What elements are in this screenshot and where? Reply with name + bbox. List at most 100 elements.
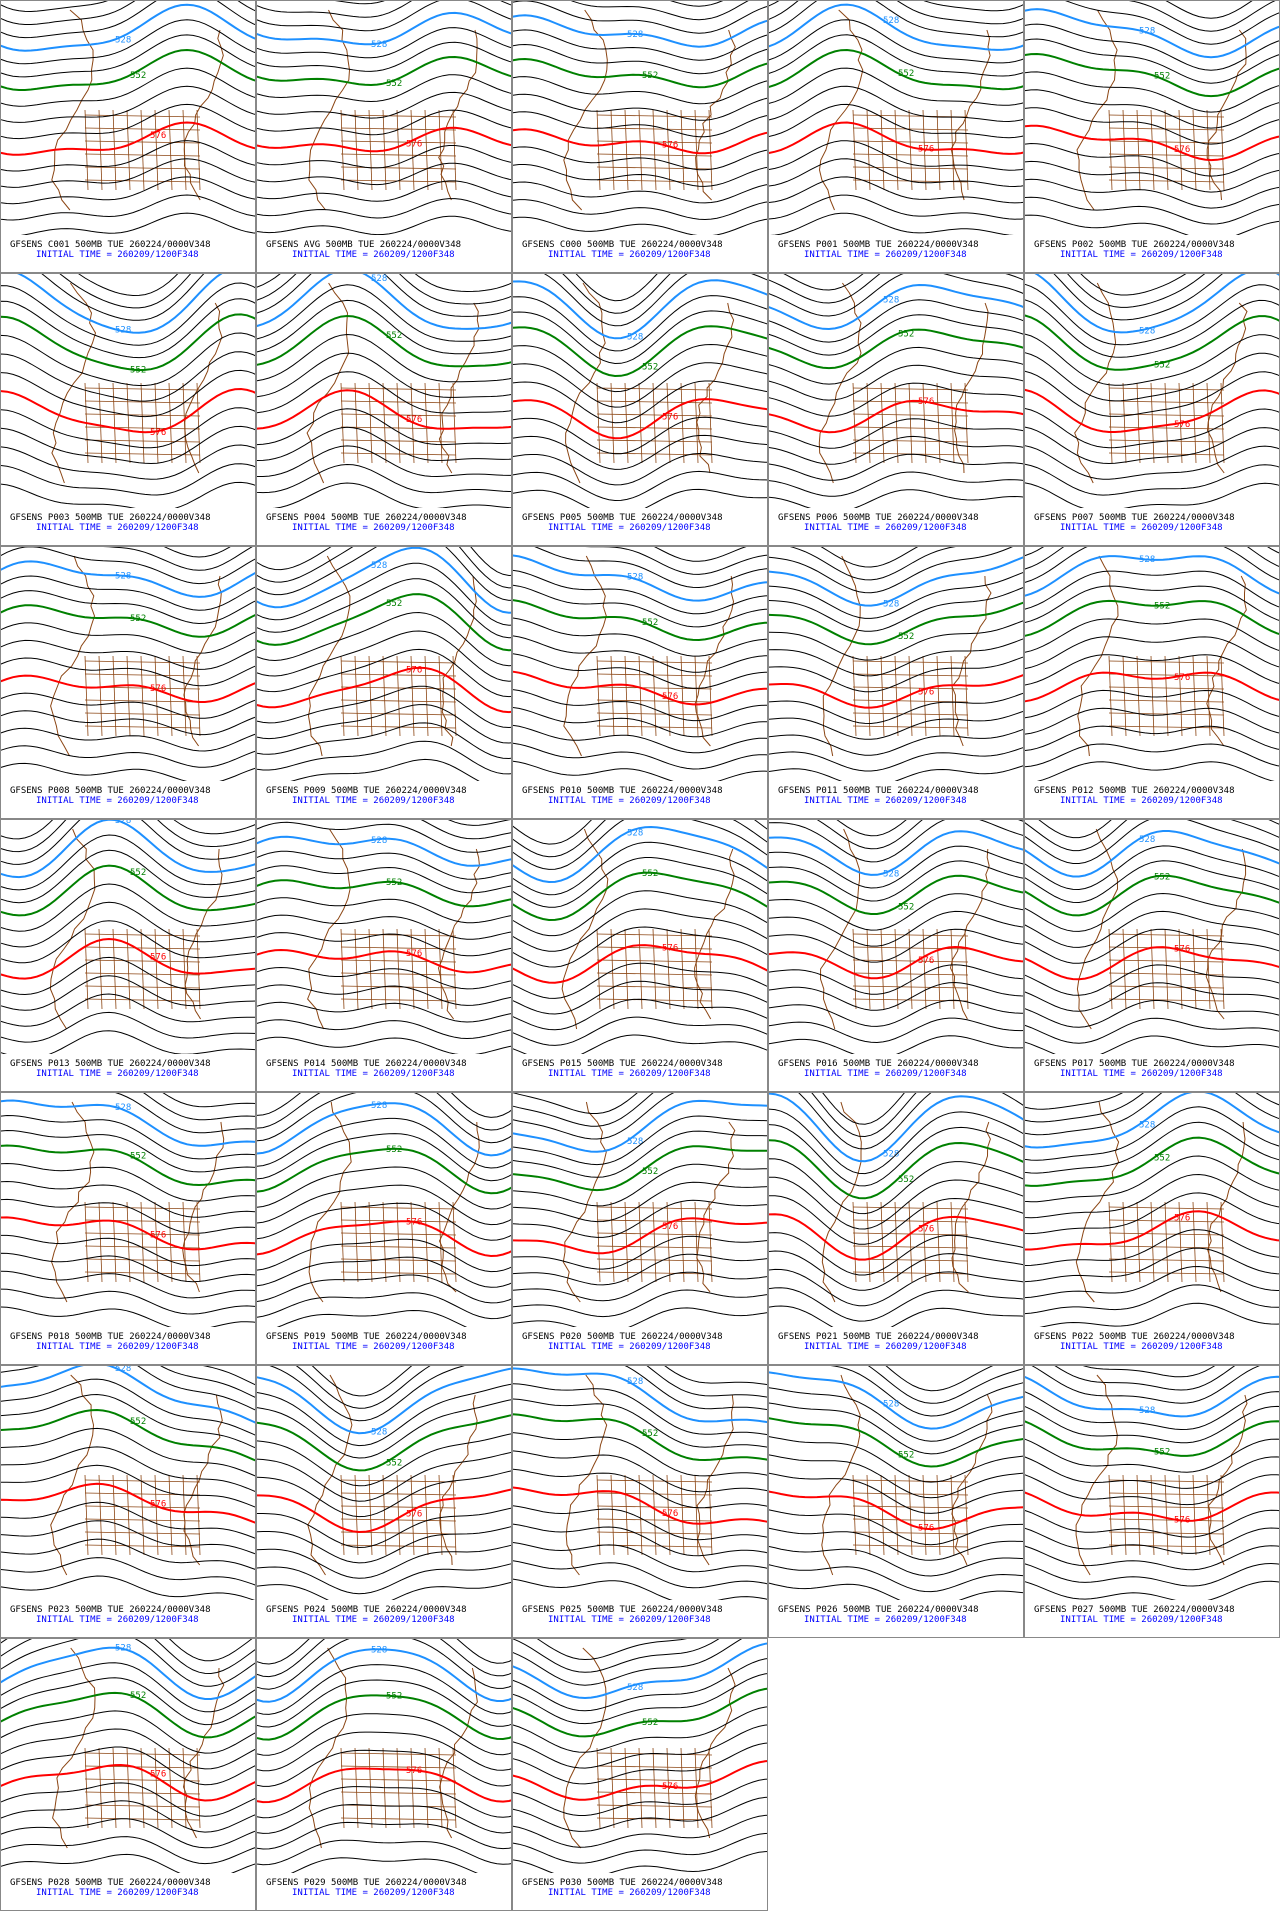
contour-label: 528 xyxy=(883,1400,899,1410)
border-line xyxy=(666,1474,671,1556)
border-line xyxy=(936,1201,941,1283)
contour-line xyxy=(0,590,256,625)
map-area: 528 552 576 xyxy=(512,273,768,508)
contour-line xyxy=(1024,874,1280,917)
contour-label: 528 xyxy=(115,571,131,581)
contour-line xyxy=(1024,1155,1280,1203)
contour-label: 528 xyxy=(1139,26,1155,36)
contour-label: 576 xyxy=(406,949,422,959)
contour-line xyxy=(0,1557,256,1586)
contour-line xyxy=(1024,1562,1280,1587)
panel-title: GFSENS P027 500MB TUE 260224/0000V348 xyxy=(1034,1605,1234,1615)
panel-border xyxy=(256,1092,512,1365)
contour-line xyxy=(512,1450,768,1493)
border-line xyxy=(1192,1474,1197,1556)
border-line xyxy=(1192,109,1197,191)
contour-label: 576 xyxy=(662,1509,678,1519)
coastline xyxy=(695,29,736,201)
border-line xyxy=(596,946,713,950)
contour-line xyxy=(256,1001,512,1023)
border-line xyxy=(112,1201,117,1283)
contour-line xyxy=(512,43,768,75)
map-area: 528 552 576 xyxy=(1024,819,1280,1054)
contour-line xyxy=(0,425,256,465)
contour-line xyxy=(0,1446,256,1493)
border-line xyxy=(950,655,955,737)
contour-line xyxy=(1024,71,1280,113)
contour-line xyxy=(512,926,768,968)
border-line xyxy=(340,452,457,456)
border-line xyxy=(340,933,457,937)
map-panel: 528 552 576 GFSENS P025 500MB TUE 260224/00… xyxy=(512,1365,768,1638)
border-line xyxy=(84,959,201,963)
contour-label: 576 xyxy=(662,412,678,422)
border-line xyxy=(340,655,345,737)
map-area: 528 552 576 xyxy=(0,1365,256,1600)
border-line xyxy=(624,655,629,737)
contour-label: 552 xyxy=(1154,72,1170,82)
contour-line xyxy=(768,964,1024,995)
contour-label: 528 xyxy=(1139,327,1155,337)
contour-line xyxy=(768,0,1024,25)
border-line xyxy=(596,959,713,963)
border-line xyxy=(666,655,671,737)
contour-line xyxy=(768,453,1024,481)
border-line xyxy=(1108,1245,1225,1249)
panel-title: GFSENS P007 500MB TUE 260224/0000V348 xyxy=(1034,513,1234,523)
panel-border xyxy=(768,0,1024,273)
panel-title: GFSENS P015 500MB TUE 260224/0000V348 xyxy=(522,1059,722,1069)
border-line xyxy=(652,109,657,191)
coastline xyxy=(49,828,96,1030)
border-line xyxy=(84,166,201,170)
border-line xyxy=(852,426,969,430)
border-line xyxy=(84,1201,89,1283)
contour-line xyxy=(0,1216,256,1251)
border-line xyxy=(610,109,615,191)
border-line xyxy=(638,655,643,737)
border-line xyxy=(1150,109,1155,191)
map-area: 528 552 576 xyxy=(768,819,1024,1054)
contour-line xyxy=(0,1408,256,1462)
contour-line xyxy=(512,164,768,187)
map-area: 528 552 576 xyxy=(768,1365,1024,1600)
panel-border xyxy=(0,273,256,546)
map-panel: 528 552 576 GFSENS P009 500MB TUE 260224/00… xyxy=(256,546,512,819)
contour-line xyxy=(512,146,768,171)
contour-line xyxy=(768,945,1024,980)
contour-line xyxy=(256,1092,512,1118)
map-panel: 528 552 576 GFSENS P007 500MB TUE 260224/00… xyxy=(1024,273,1280,546)
border-line xyxy=(596,166,713,170)
border-line xyxy=(596,1206,713,1210)
panel-title: GFSENS P008 500MB TUE 260224/0000V348 xyxy=(10,786,210,796)
border-line xyxy=(596,1765,713,1769)
contour-line xyxy=(0,710,256,736)
contour-line xyxy=(512,1673,768,1725)
border-line xyxy=(596,114,713,118)
border-line xyxy=(852,127,969,131)
border-line xyxy=(694,109,699,191)
contour-line xyxy=(512,1760,768,1801)
border-line xyxy=(438,1747,443,1829)
border-line xyxy=(154,1747,159,1829)
contour-line xyxy=(0,575,256,611)
contour-line xyxy=(256,948,512,974)
contour-line xyxy=(781,273,865,291)
panel-init-time: INITIAL TIME = 260209/1200F348 xyxy=(1060,796,1223,806)
border-line xyxy=(438,109,443,191)
contour-line xyxy=(256,1821,512,1850)
contour-line xyxy=(0,956,256,996)
contour-line xyxy=(256,685,512,729)
coastline xyxy=(184,302,223,474)
contour-label: 576 xyxy=(406,1217,422,1227)
coastline xyxy=(437,848,481,1020)
border-line xyxy=(852,1531,969,1535)
contour-label: 552 xyxy=(386,1145,402,1155)
panel-border xyxy=(0,1365,256,1638)
contour-label: 552 xyxy=(898,330,914,340)
contour-line xyxy=(1037,819,1280,839)
panel-title: GFSENS P019 500MB TUE 260224/0000V348 xyxy=(266,1332,466,1342)
contour-line xyxy=(0,67,256,107)
coastline xyxy=(183,575,222,747)
border-line xyxy=(84,153,201,157)
